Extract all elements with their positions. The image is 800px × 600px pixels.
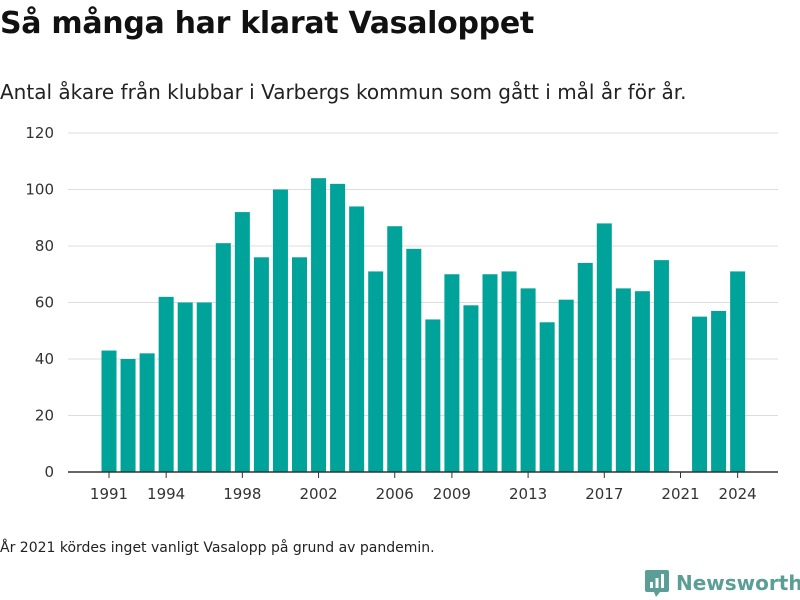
bar-1994 [158, 296, 174, 472]
bar-1992 [120, 359, 136, 472]
bar-2007 [406, 248, 422, 472]
y-tick-label: 0 [44, 463, 54, 481]
bar-2009 [444, 274, 460, 472]
bar-2022 [692, 316, 708, 472]
x-tick-label: 1991 [90, 485, 128, 503]
bar-2016 [577, 262, 593, 472]
chart-title: Så många har klarat Vasaloppet [0, 6, 534, 41]
bar-2015 [558, 299, 574, 472]
y-tick-label: 80 [35, 237, 54, 255]
bar-1991 [101, 350, 117, 472]
bar-chart: 0 20 40 60 80 100 120 1991 1994 1998 2002 2006 2009… [25, 124, 778, 503]
x-tick-label: 2021 [661, 485, 699, 503]
bar-2014 [539, 322, 555, 472]
bar-2013 [520, 288, 536, 472]
x-axis [68, 471, 778, 478]
y-tick-label: 60 [35, 294, 54, 312]
bar-2011 [482, 274, 498, 472]
footnote: År 2021 kördes inget vanligt Vasalopp på… [0, 540, 435, 556]
x-tick-label: 2006 [376, 485, 414, 503]
bar-2018 [615, 288, 631, 472]
bar-1999 [253, 257, 269, 472]
y-tick-label: 120 [25, 124, 54, 142]
x-tick-label: 2002 [299, 485, 337, 503]
bar-2001 [292, 257, 307, 472]
bar-2020 [653, 260, 669, 472]
bars [101, 178, 746, 472]
bar-2003 [330, 183, 346, 472]
bar-1993 [139, 353, 155, 472]
bar-2024 [730, 271, 746, 472]
newsworthy-logo[interactable]: Newsworthy [644, 568, 800, 598]
bar-2004 [349, 206, 365, 472]
y-tick-label: 100 [25, 181, 54, 199]
x-tick-label: 2009 [433, 485, 471, 503]
brand-name: Newsworthy [676, 571, 800, 595]
bar-2006 [387, 226, 403, 472]
bar-2019 [634, 291, 650, 472]
bar-2012 [501, 271, 517, 472]
bar-1995 [177, 302, 193, 472]
bar-2005 [368, 271, 384, 472]
grid-lines [68, 132, 778, 416]
y-tick-label: 40 [35, 350, 54, 368]
bar-2017 [596, 223, 612, 472]
bar-2002 [311, 178, 327, 472]
x-tick-label: 2024 [719, 485, 757, 503]
x-tick-label: 1994 [147, 485, 185, 503]
x-tick-labels: 1991 1994 1998 2002 2006 2009 2013 2017 2021 2024 [90, 485, 757, 503]
bar-2008 [425, 319, 441, 472]
bar-2023 [711, 310, 727, 472]
newsworthy-logo-icon [645, 570, 669, 597]
bar-2000 [272, 189, 288, 472]
x-tick-label: 1998 [223, 485, 261, 503]
x-tick-label: 2017 [585, 485, 623, 503]
bar-2010 [463, 305, 479, 472]
y-tick-label: 20 [35, 407, 54, 425]
bar-1997 [215, 243, 231, 472]
y-tick-labels: 0 20 40 60 80 100 120 [25, 124, 54, 481]
bar-1998 [234, 212, 250, 472]
x-tick-label: 2013 [509, 485, 547, 503]
bar-1996 [196, 302, 212, 472]
chart-subtitle: Antal åkare från klubbar i Varbergs komm… [0, 80, 687, 104]
